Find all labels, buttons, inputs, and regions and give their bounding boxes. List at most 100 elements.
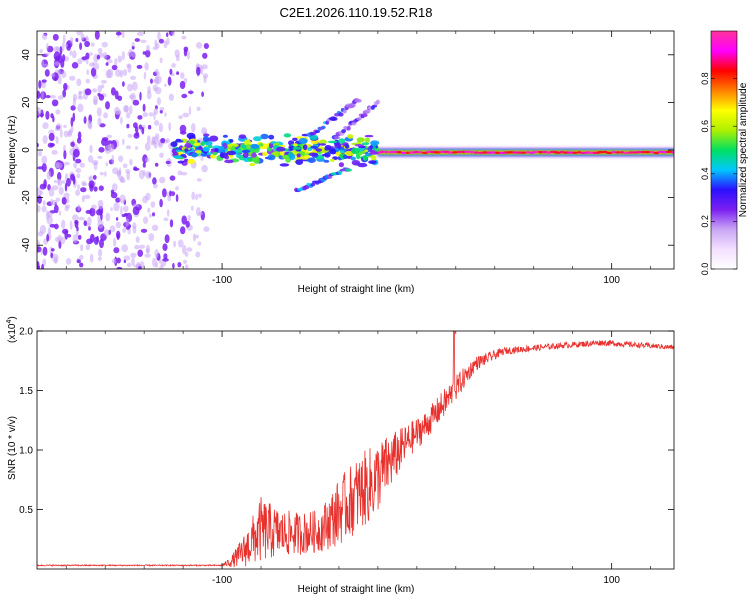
noise-speckle bbox=[100, 84, 105, 89]
turbulent-trace-blob bbox=[330, 158, 335, 162]
noise-speckle bbox=[152, 136, 159, 144]
noise-speckle bbox=[119, 176, 125, 183]
noise-speckle bbox=[50, 198, 54, 206]
noise-speckle bbox=[152, 177, 157, 185]
noise-speckle bbox=[181, 93, 188, 99]
noise-speckle bbox=[81, 56, 88, 61]
upper-branch-a-blob bbox=[355, 98, 362, 103]
noise-speckle bbox=[126, 83, 133, 92]
turbulent-trace-blob bbox=[191, 152, 198, 158]
noise-speckle bbox=[97, 47, 103, 54]
noise-speckle bbox=[181, 215, 187, 225]
noise-speckle bbox=[186, 50, 191, 60]
noise-speckle bbox=[96, 209, 103, 216]
noise-speckle bbox=[115, 69, 121, 77]
turbulent-trace-blob bbox=[368, 160, 377, 165]
noise-speckle bbox=[132, 99, 140, 106]
noise-speckle bbox=[85, 244, 91, 251]
noise-speckle bbox=[63, 124, 67, 129]
noise-speckle bbox=[191, 205, 194, 211]
noise-speckle bbox=[145, 171, 152, 179]
noise-speckle bbox=[37, 195, 42, 204]
turbulent-trace-blob bbox=[307, 147, 313, 151]
x-tick-label: 100 bbox=[603, 275, 620, 286]
noise-speckle bbox=[110, 191, 118, 199]
noise-speckle bbox=[196, 66, 201, 76]
noise-speckle bbox=[43, 63, 49, 67]
noise-speckle bbox=[71, 62, 79, 69]
noise-speckle bbox=[169, 68, 173, 75]
noise-speckle bbox=[69, 75, 76, 81]
noise-speckle bbox=[118, 167, 122, 176]
noise-speckle bbox=[73, 161, 78, 169]
turbulent-trace-blob bbox=[209, 135, 219, 142]
turbulent-trace-blob bbox=[361, 142, 370, 146]
lower-branch-blob bbox=[310, 182, 316, 187]
noise-speckle bbox=[52, 33, 59, 41]
noise-speckle bbox=[164, 112, 167, 117]
noise-speckle bbox=[142, 103, 146, 112]
colorbar-tick-label: 0.0 bbox=[700, 263, 710, 276]
coherent-trace-core bbox=[473, 151, 480, 154]
noise-speckle bbox=[131, 46, 135, 50]
noise-speckle bbox=[51, 150, 58, 155]
noise-speckle bbox=[93, 62, 100, 70]
noise-speckle bbox=[122, 69, 128, 76]
noise-speckle bbox=[179, 80, 186, 90]
noise-speckle bbox=[147, 86, 151, 94]
noise-speckle bbox=[143, 71, 147, 80]
noise-speckle bbox=[51, 185, 59, 191]
noise-speckle bbox=[69, 220, 73, 230]
noise-speckle bbox=[68, 128, 72, 136]
noise-speckle bbox=[191, 123, 196, 133]
noise-speckle bbox=[76, 259, 81, 264]
turbulent-trace-blob bbox=[242, 152, 249, 158]
noise-speckle bbox=[148, 112, 154, 117]
y-tick-label: 0.5 bbox=[19, 505, 33, 516]
noise-speckle bbox=[103, 112, 108, 119]
noise-speckle bbox=[88, 176, 92, 180]
noise-speckle bbox=[105, 101, 110, 110]
noise-speckle bbox=[39, 49, 43, 54]
noise-speckle bbox=[140, 228, 148, 233]
noise-speckle bbox=[106, 140, 113, 145]
upper-branch-a-blob bbox=[342, 109, 347, 114]
noise-speckle bbox=[139, 91, 142, 101]
noise-speckle bbox=[167, 76, 172, 86]
upper-branch-b-blob bbox=[364, 109, 371, 114]
noise-speckle bbox=[89, 144, 93, 154]
coherent-trace-core bbox=[572, 151, 578, 154]
noise-speckle bbox=[86, 69, 90, 76]
turbulent-trace-blob bbox=[283, 133, 292, 138]
noise-speckle bbox=[128, 48, 133, 58]
noise-speckle bbox=[92, 175, 97, 180]
turbulent-trace-blob bbox=[229, 139, 234, 143]
turbulent-trace-blob bbox=[351, 160, 361, 166]
noise-speckle bbox=[113, 237, 117, 247]
coherent-trace-core bbox=[606, 151, 613, 155]
noise-speckle bbox=[86, 238, 93, 245]
coherent-trace-core bbox=[653, 151, 660, 155]
colorbar-tick-label: 0.4 bbox=[700, 168, 710, 181]
noise-speckle bbox=[131, 81, 138, 91]
noise-speckle bbox=[144, 157, 150, 163]
noise-speckle bbox=[154, 162, 159, 167]
noise-speckle bbox=[46, 211, 53, 218]
noise-speckle bbox=[104, 171, 107, 177]
noise-speckle bbox=[94, 31, 100, 40]
turbulent-trace-blob bbox=[307, 157, 316, 163]
noise-speckle bbox=[187, 90, 194, 95]
noise-speckle bbox=[85, 209, 93, 214]
noise-speckle bbox=[177, 262, 182, 268]
noise-speckle bbox=[169, 175, 176, 181]
noise-speckle bbox=[70, 141, 75, 147]
noise-speckle bbox=[84, 40, 90, 48]
noise-speckle bbox=[110, 207, 113, 211]
noise-speckle bbox=[66, 197, 70, 204]
noise-speckle bbox=[73, 148, 80, 158]
noise-speckle bbox=[126, 112, 131, 119]
noise-speckle bbox=[171, 63, 176, 68]
noise-speckle bbox=[46, 234, 50, 242]
coherent-trace-core bbox=[641, 150, 647, 154]
